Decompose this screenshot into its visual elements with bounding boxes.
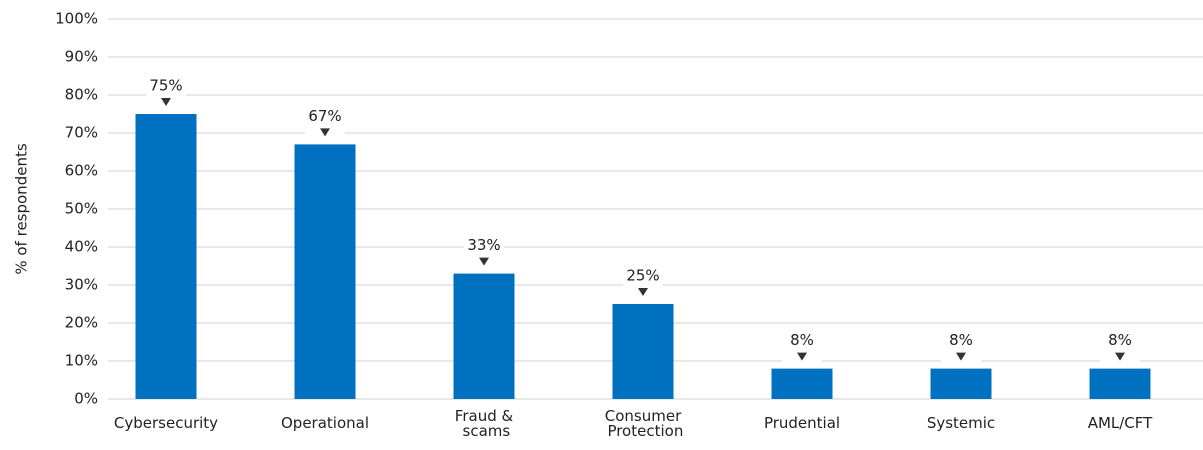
value-marker — [956, 352, 966, 361]
y-tick-label: 60% — [65, 162, 98, 180]
bar — [453, 273, 515, 399]
y-tick-label: 80% — [65, 86, 98, 104]
x-tick-label: Fraud & scams — [455, 407, 514, 440]
y-tick-label: 20% — [65, 314, 98, 332]
bar — [135, 114, 197, 399]
x-tick-label: Cybersecurity — [114, 414, 218, 432]
value-label: 33% — [467, 236, 500, 254]
bar — [1089, 368, 1151, 399]
x-tick-label: Prudential — [764, 414, 840, 432]
y-axis-title: % of respondents — [13, 143, 31, 274]
value-label: 8% — [1108, 331, 1132, 349]
value-label: 8% — [790, 331, 814, 349]
y-tick-label: 70% — [65, 124, 98, 142]
value-marker — [1115, 352, 1125, 361]
value-marker — [479, 257, 489, 266]
y-tick-label: 0% — [74, 390, 98, 408]
bar — [294, 144, 356, 399]
value-label: 67% — [308, 107, 341, 125]
y-tick-label: 100% — [55, 10, 98, 28]
value-label: 75% — [149, 77, 182, 95]
bar — [930, 368, 992, 399]
y-tick-label: 30% — [65, 276, 98, 294]
y-tick-label: 10% — [65, 352, 98, 370]
bar — [612, 304, 674, 399]
y-tick-label: 50% — [65, 200, 98, 218]
x-tick-label: Operational — [281, 414, 369, 432]
value-label: 8% — [949, 331, 973, 349]
x-tick-label: AML/CFT — [1088, 414, 1153, 432]
value-marker — [638, 288, 648, 296]
y-tick-label: 40% — [65, 238, 98, 256]
value-label: 25% — [626, 267, 659, 285]
x-tick-label: Consumer Protection — [603, 407, 684, 440]
value-marker — [320, 128, 330, 137]
x-tick-label: Systemic — [927, 414, 995, 432]
y-tick-label: 90% — [65, 48, 98, 66]
value-marker — [797, 352, 807, 361]
bar — [771, 368, 833, 399]
value-marker — [161, 98, 171, 106]
